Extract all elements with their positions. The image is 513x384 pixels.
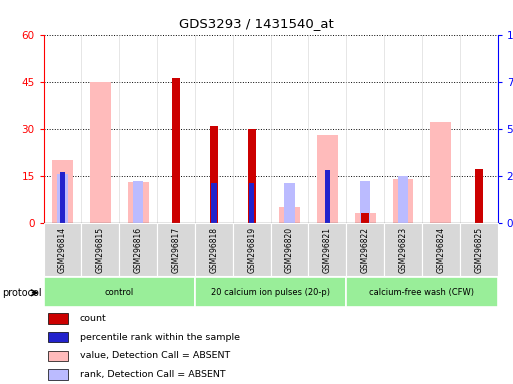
Text: value, Detection Call = ABSENT: value, Detection Call = ABSENT <box>80 351 230 361</box>
Text: GSM296816: GSM296816 <box>134 227 143 273</box>
FancyBboxPatch shape <box>233 223 270 276</box>
Text: GSM296814: GSM296814 <box>58 227 67 273</box>
Bar <box>360 181 370 223</box>
Bar <box>392 179 413 223</box>
Bar <box>211 183 216 223</box>
Bar <box>52 160 73 223</box>
FancyBboxPatch shape <box>44 223 82 276</box>
FancyBboxPatch shape <box>346 278 498 308</box>
Bar <box>317 135 338 223</box>
FancyBboxPatch shape <box>270 223 308 276</box>
Bar <box>249 183 254 223</box>
Bar <box>475 169 483 223</box>
Text: GSM296815: GSM296815 <box>96 227 105 273</box>
Text: GSM296822: GSM296822 <box>361 227 370 273</box>
Bar <box>284 183 295 223</box>
Text: GSM296823: GSM296823 <box>399 227 407 273</box>
Text: GSM296821: GSM296821 <box>323 227 332 273</box>
Bar <box>355 214 376 223</box>
Bar <box>60 172 65 223</box>
Bar <box>48 369 68 380</box>
Bar <box>279 207 300 223</box>
Bar <box>128 182 149 223</box>
Text: percentile rank within the sample: percentile rank within the sample <box>80 333 240 342</box>
Bar <box>430 122 451 223</box>
FancyBboxPatch shape <box>346 223 384 276</box>
FancyBboxPatch shape <box>422 223 460 276</box>
FancyBboxPatch shape <box>157 223 195 276</box>
FancyBboxPatch shape <box>308 223 346 276</box>
FancyBboxPatch shape <box>119 223 157 276</box>
Text: GSM296824: GSM296824 <box>437 227 445 273</box>
FancyBboxPatch shape <box>384 223 422 276</box>
Text: rank, Detection Call = ABSENT: rank, Detection Call = ABSENT <box>80 370 225 379</box>
FancyBboxPatch shape <box>195 278 346 308</box>
Text: count: count <box>80 314 107 323</box>
Text: GSM296818: GSM296818 <box>209 227 219 273</box>
Bar <box>361 214 369 223</box>
Bar <box>248 129 256 223</box>
Bar <box>90 82 111 223</box>
Text: GDS3293 / 1431540_at: GDS3293 / 1431540_at <box>179 17 334 30</box>
Bar <box>48 351 68 361</box>
Bar <box>325 170 330 223</box>
Text: GSM296819: GSM296819 <box>247 227 256 273</box>
Text: GSM296820: GSM296820 <box>285 227 294 273</box>
Text: GSM296825: GSM296825 <box>474 227 483 273</box>
FancyBboxPatch shape <box>82 223 119 276</box>
Bar <box>172 78 180 223</box>
Bar <box>48 332 68 343</box>
FancyBboxPatch shape <box>44 278 195 308</box>
Bar <box>57 174 68 223</box>
FancyBboxPatch shape <box>460 223 498 276</box>
Bar <box>133 181 144 223</box>
Text: 20 calcium ion pulses (20-p): 20 calcium ion pulses (20-p) <box>211 288 330 297</box>
Bar <box>398 176 408 223</box>
Text: control: control <box>105 288 134 297</box>
Bar <box>48 313 68 324</box>
Text: protocol: protocol <box>3 288 42 298</box>
Text: GSM296817: GSM296817 <box>171 227 181 273</box>
Bar <box>210 126 218 223</box>
Text: calcium-free wash (CFW): calcium-free wash (CFW) <box>369 288 475 297</box>
FancyBboxPatch shape <box>195 223 233 276</box>
